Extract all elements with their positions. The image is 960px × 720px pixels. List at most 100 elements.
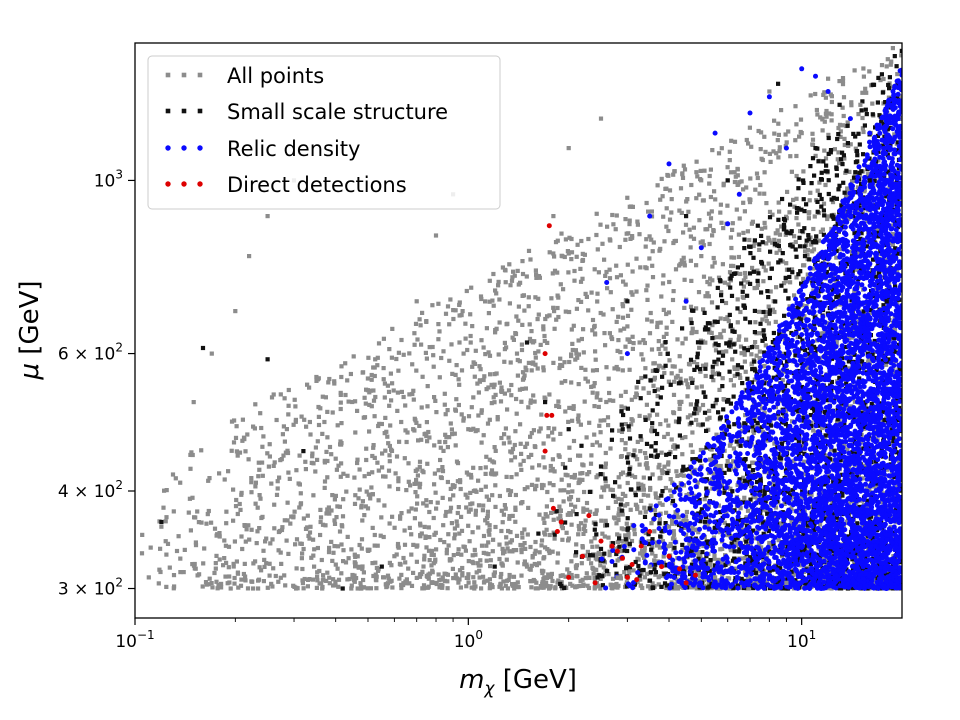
data-point-all	[779, 224, 784, 229]
data-point-all	[478, 466, 483, 471]
data-point-all	[553, 240, 559, 245]
data-point-all	[777, 232, 783, 237]
data-point-all	[642, 340, 647, 346]
data-point-all	[315, 570, 320, 575]
data-point-all	[678, 368, 683, 373]
data-point-all	[810, 137, 816, 142]
data-point-all	[519, 573, 524, 578]
data-point-all	[246, 523, 251, 528]
data-point-all	[460, 309, 465, 314]
data-point-small-scale	[703, 366, 708, 371]
data-point-all	[565, 249, 570, 254]
data-point-all	[661, 273, 666, 278]
data-point-all	[440, 469, 446, 474]
data-point-all	[406, 566, 411, 571]
data-point-all	[598, 397, 603, 402]
data-point-all	[614, 364, 619, 370]
data-point-all	[469, 405, 474, 410]
data-point-all	[601, 565, 606, 570]
data-point-all	[510, 335, 515, 340]
data-point-all	[657, 462, 662, 467]
data-point-all	[689, 528, 694, 533]
data-point-all	[661, 554, 666, 559]
data-point-small-scale	[760, 338, 765, 343]
data-point-all	[406, 509, 411, 514]
data-point-all	[243, 539, 248, 544]
data-point-all	[551, 483, 556, 488]
data-point-all	[477, 378, 482, 383]
data-point-all	[449, 521, 454, 526]
data-point-all	[718, 332, 723, 337]
data-point-all	[620, 302, 625, 307]
data-point-all	[596, 550, 601, 555]
data-point-all	[584, 435, 589, 440]
data-point-small-scale	[705, 542, 710, 547]
data-point-all	[431, 552, 436, 557]
data-point-small-scale	[652, 428, 657, 433]
data-point-all	[380, 465, 385, 470]
data-point-all	[163, 539, 168, 544]
data-point-all	[332, 518, 337, 523]
data-point-small-scale	[808, 413, 813, 418]
data-point-all	[307, 536, 312, 541]
data-point-all	[616, 367, 621, 372]
data-point-all	[737, 180, 742, 185]
data-point-all	[360, 518, 365, 523]
data-point-all	[224, 521, 229, 526]
data-point-all	[756, 128, 761, 134]
data-point-all	[396, 545, 401, 550]
data-point-small-scale	[822, 213, 827, 218]
data-point-all	[702, 168, 707, 173]
data-point-all	[590, 328, 595, 333]
data-point-all	[711, 378, 716, 383]
data-point-all	[434, 506, 439, 511]
data-point-all	[731, 446, 736, 451]
data-point-all	[443, 432, 448, 437]
data-point-all	[574, 254, 579, 259]
data-point-all	[440, 465, 445, 470]
data-point-all	[865, 485, 870, 490]
data-point-all	[761, 558, 766, 563]
data-point-all	[474, 570, 479, 575]
data-point-all	[736, 232, 741, 237]
data-point-all	[418, 323, 423, 328]
data-point-all	[753, 320, 758, 325]
data-point-small-scale	[793, 578, 798, 583]
data-point-all	[681, 518, 686, 523]
data-point-all	[221, 563, 226, 568]
data-point-all	[776, 121, 781, 126]
data-point-all	[690, 525, 695, 530]
data-point-all	[723, 316, 728, 322]
data-point-all	[754, 568, 759, 573]
data-point-all	[762, 191, 767, 196]
data-point-all	[261, 548, 266, 553]
data-point-all	[321, 573, 326, 578]
data-point-small-scale	[598, 472, 603, 477]
data-point-all	[424, 420, 429, 425]
data-point-all	[313, 469, 318, 474]
data-point-all	[456, 402, 461, 408]
data-point-all	[728, 170, 734, 175]
data-point-all	[742, 569, 748, 574]
data-point-all	[683, 435, 688, 440]
data-point-all	[496, 283, 501, 288]
data-point-all	[573, 504, 578, 509]
data-point-all	[514, 548, 519, 553]
data-point-all	[461, 418, 466, 423]
data-point-all	[749, 352, 754, 357]
data-point-all	[557, 365, 562, 371]
data-point-all	[826, 132, 831, 137]
data-point-small-scale	[855, 153, 860, 158]
data-point-all	[504, 535, 509, 540]
data-point-all	[577, 527, 582, 532]
data-point-all	[556, 516, 561, 521]
data-point-all	[594, 567, 599, 572]
data-point-all	[824, 108, 829, 114]
data-point-all	[629, 397, 634, 402]
data-point-all	[245, 432, 250, 437]
data-point-all	[725, 315, 730, 320]
data-point-all	[638, 265, 643, 270]
data-point-all	[768, 159, 773, 164]
data-point-all	[510, 275, 515, 280]
data-point-all	[275, 479, 280, 484]
